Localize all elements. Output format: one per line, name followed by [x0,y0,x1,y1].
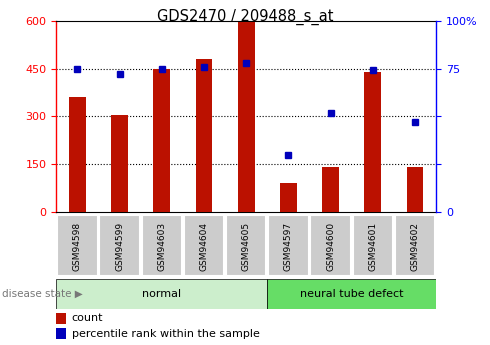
Bar [238,22,255,212]
Text: disease state ▶: disease state ▶ [2,289,83,299]
Bar [56,313,66,324]
Bar [56,328,66,339]
Text: GSM94597: GSM94597 [284,221,293,271]
Bar [142,215,182,276]
Bar [69,97,86,212]
Bar [196,59,213,212]
Text: GSM94605: GSM94605 [242,221,251,271]
Text: GDS2470 / 209488_s_at: GDS2470 / 209488_s_at [157,9,333,25]
Bar [280,184,297,212]
Bar [353,215,393,276]
Bar [310,215,351,276]
Bar [268,279,436,309]
Bar [365,72,381,212]
Bar [226,215,267,276]
Bar [56,279,268,309]
Text: neural tube defect: neural tube defect [300,289,403,299]
Bar [111,115,128,212]
Text: GSM94604: GSM94604 [199,221,209,270]
Text: GSM94600: GSM94600 [326,221,335,271]
Bar [99,215,140,276]
Text: GSM94598: GSM94598 [73,221,82,271]
Text: percentile rank within the sample: percentile rank within the sample [72,329,259,339]
Bar [407,168,423,212]
Bar [322,168,339,212]
Bar [395,215,435,276]
Text: GSM94601: GSM94601 [368,221,377,271]
Text: count: count [72,313,103,323]
Text: GSM94602: GSM94602 [411,221,419,270]
Text: GSM94603: GSM94603 [157,221,166,271]
Bar [57,215,98,276]
Bar [268,215,309,276]
Bar [184,215,224,276]
Bar [153,69,171,212]
Text: normal: normal [142,289,181,299]
Text: GSM94599: GSM94599 [115,221,124,271]
